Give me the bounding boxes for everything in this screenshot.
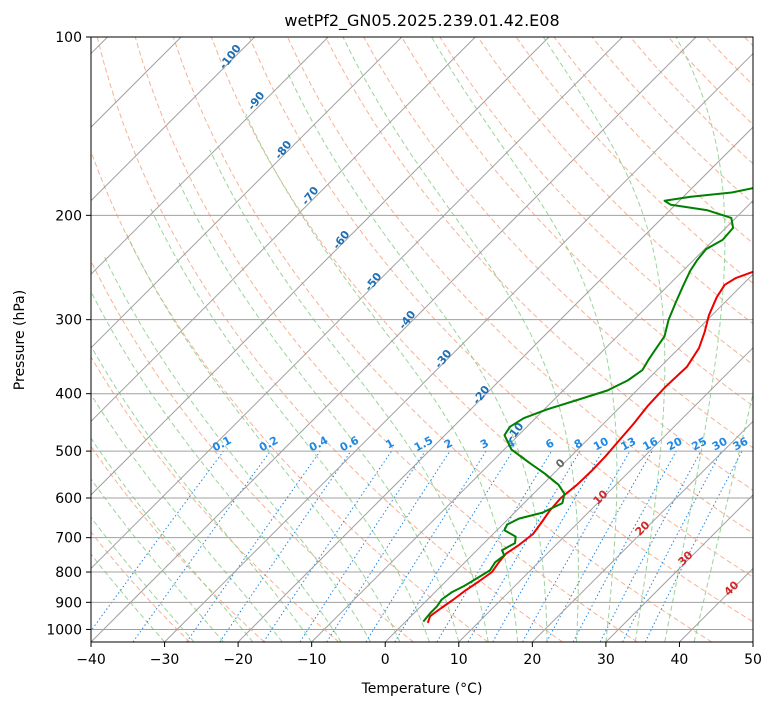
dry-adiabat-line <box>325 37 753 491</box>
mixing-ratio-line <box>299 450 426 642</box>
x-tick-label: −10 <box>297 652 327 668</box>
mixing-ratio-line <box>132 450 271 642</box>
chart-title: wetPf2_GN05.2025.239.01.42.E08 <box>284 11 559 31</box>
x-tick-label: 10 <box>450 652 468 668</box>
moist-adiabat-line <box>150 208 430 642</box>
moist-adiabat-line <box>91 345 313 642</box>
dry-adiabat-line <box>91 531 191 642</box>
isotherm-line <box>458 347 753 642</box>
isotherm-line <box>91 37 476 423</box>
y-axis-label: Pressure (hPa) <box>12 290 28 390</box>
x-tick-label: 30 <box>597 652 615 668</box>
isotherm-line <box>605 494 753 642</box>
isotherm-line <box>164 52 753 642</box>
y-tick-label: 400 <box>55 387 82 403</box>
dry-adiabat-line <box>134 37 638 642</box>
mixing-ratio-line <box>186 450 321 642</box>
isotherm-line <box>237 126 753 642</box>
isotherm-line <box>91 37 550 496</box>
x-tick-label: 0 <box>381 652 390 668</box>
x-tick-label: 40 <box>671 652 689 668</box>
dry-adiabat-line <box>401 37 753 407</box>
moist-adiabat-line <box>104 256 371 642</box>
profile-series <box>422 187 753 624</box>
plot-frame <box>90 36 754 643</box>
mixing-ratio-line <box>572 450 677 642</box>
dry-adiabat-line <box>439 37 753 366</box>
y-tick-label: 600 <box>55 491 82 507</box>
mixing-ratio-line <box>326 450 451 642</box>
moist-adiabat-line <box>542 37 666 642</box>
y-tick-label: 500 <box>55 444 82 460</box>
mixing-ratio-line <box>644 450 743 642</box>
y-tick-label: 900 <box>55 595 82 611</box>
dry-adiabat-line <box>91 356 340 642</box>
x-tick-label: −20 <box>223 652 253 668</box>
moist-adiabat-line <box>91 290 342 642</box>
axis-ticks: −40 −30 −20 −10 0 10 20 30 40 50 100 200 300 400 500 60… <box>46 30 762 668</box>
y-tick-label: 200 <box>55 208 82 224</box>
mixing-ratio-line <box>546 450 653 642</box>
moist-adiabat-line <box>126 233 401 642</box>
mixing-ratio-label: 13 <box>619 435 639 454</box>
x-axis-label: Temperature (°C) <box>361 681 483 697</box>
mixing-ratio-line <box>522 450 631 642</box>
y-tick-label: 300 <box>55 313 82 329</box>
dry-adiabat-line <box>96 37 563 642</box>
x-tick-label: 50 <box>744 652 762 668</box>
isotherm-line <box>91 37 623 570</box>
isotherm-line <box>91 37 329 275</box>
mixing-ratio-line <box>394 450 514 642</box>
isotherm-line <box>91 37 256 202</box>
isotherm-line <box>384 273 753 642</box>
dry-adiabat-line <box>172 37 713 642</box>
isotherm-line <box>91 37 697 642</box>
mixing-ratio-label: 16 <box>641 435 661 454</box>
isotherm-line <box>91 37 403 349</box>
x-tick-label: −30 <box>150 652 180 668</box>
moist-adiabat-line <box>693 391 753 642</box>
moist-adiabat-line <box>287 72 548 642</box>
x-tick-label: 20 <box>523 652 541 668</box>
background-lines <box>91 37 753 642</box>
dry-adiabat-line <box>91 445 265 642</box>
isotherm-line <box>311 199 753 642</box>
mixing-ratio-line <box>219 450 352 642</box>
mixing-ratio-line <box>263 450 392 642</box>
temperature-line <box>426 270 753 624</box>
y-tick-label: 1000 <box>46 622 82 638</box>
mixing-ratio-label: 36 <box>731 435 751 454</box>
moist-adiabat-line <box>91 437 254 642</box>
dry-adiabat-line <box>248 37 753 578</box>
mixing-ratio-label: 10 <box>591 435 611 454</box>
moist-adiabat-line <box>664 37 726 642</box>
isotherm-line <box>531 420 753 642</box>
moist-adiabat-line <box>91 393 283 642</box>
moist-adiabat-line <box>91 478 224 642</box>
mixing-ratio-label: 25 <box>689 435 709 454</box>
x-tick-label: −40 <box>76 652 106 668</box>
dry-adiabat-line <box>91 150 489 642</box>
mixing-ratio-line <box>91 450 224 632</box>
moist-adiabat-line <box>245 113 519 642</box>
dewpoint-line <box>422 187 753 623</box>
mixing-ratio-label: 30 <box>710 435 730 454</box>
y-tick-label: 700 <box>55 531 82 547</box>
y-tick-label: 100 <box>55 30 82 46</box>
mixing-ratio-label: 20 <box>665 435 685 454</box>
dry-adiabat-line <box>515 37 753 284</box>
y-tick-label: 800 <box>55 565 82 581</box>
moist-adiabat-line <box>431 37 618 642</box>
